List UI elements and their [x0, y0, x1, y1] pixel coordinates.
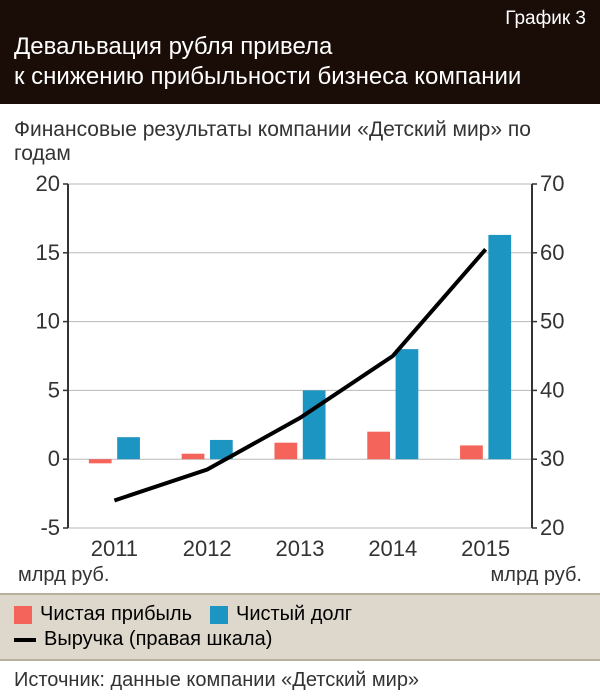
- svg-text:2012: 2012: [183, 536, 232, 561]
- svg-text:2011: 2011: [91, 536, 138, 561]
- svg-text:5: 5: [48, 377, 60, 402]
- legend-label-debt: Чистый долг: [236, 603, 352, 626]
- chart-svg: -5 0 5 10 15 20 20 30 40 50 60 70 2011 2012 2013 2014 20…: [12, 174, 588, 564]
- svg-text:10: 10: [36, 309, 60, 334]
- bar-profit: [460, 445, 483, 459]
- bar-profit: [274, 443, 297, 460]
- bar-profit: [182, 454, 205, 460]
- bar-profit: [89, 459, 112, 463]
- svg-text:2013: 2013: [276, 536, 325, 561]
- bar-debt: [303, 390, 326, 459]
- legend-item-revenue: Выручка (правая шкала): [14, 628, 272, 651]
- legend-label-profit: Чистая прибыль: [40, 603, 192, 626]
- svg-text:2015: 2015: [461, 536, 510, 561]
- svg-text:70: 70: [540, 174, 564, 196]
- svg-text:-5: -5: [40, 515, 60, 540]
- right-axis-unit: млрд руб.: [491, 564, 582, 587]
- legend-item-debt: Чистый долг: [210, 603, 352, 626]
- svg-text:0: 0: [48, 446, 60, 471]
- svg-text:20: 20: [36, 174, 60, 196]
- header-block: График 3 Девальвация рубля привелак сниж…: [0, 0, 600, 104]
- svg-text:60: 60: [540, 240, 564, 265]
- bar-debt: [488, 235, 511, 459]
- svg-text:15: 15: [36, 240, 60, 265]
- svg-text:2014: 2014: [368, 536, 417, 561]
- swatch-revenue: [14, 638, 36, 642]
- source-line: Источник: данные компании «Детский мир»: [0, 661, 600, 700]
- svg-text:50: 50: [540, 309, 564, 334]
- line-revenue: [114, 249, 485, 500]
- legend: Чистая прибыль Чистый долг Выручка (прав…: [0, 593, 600, 661]
- swatch-profit: [14, 606, 32, 624]
- legend-item-profit: Чистая прибыль: [14, 603, 192, 626]
- chart-number: График 3: [14, 8, 586, 30]
- chart-subtitle: Финансовые результаты компании «Детский …: [0, 104, 600, 174]
- svg-text:30: 30: [540, 446, 564, 471]
- bar-debt: [117, 437, 140, 459]
- left-axis-unit: млрд руб.: [18, 564, 109, 587]
- swatch-debt: [210, 606, 228, 624]
- svg-text:40: 40: [540, 377, 564, 402]
- chart-title: Девальвация рубля привелак снижению приб…: [14, 32, 586, 92]
- svg-text:20: 20: [540, 515, 564, 540]
- axis-units-row: млрд руб. млрд руб.: [0, 564, 600, 593]
- plot-area: -5 0 5 10 15 20 20 30 40 50 60 70 2011 2012 2013 2014 20…: [0, 174, 600, 564]
- legend-label-revenue: Выручка (правая шкала): [44, 628, 272, 651]
- bar-debt: [396, 349, 419, 459]
- bar-profit: [367, 432, 390, 460]
